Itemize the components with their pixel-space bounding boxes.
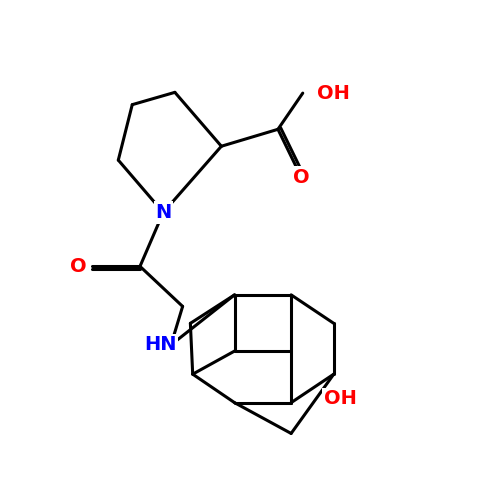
- Text: OH: OH: [324, 390, 356, 408]
- Text: HN: HN: [144, 336, 176, 354]
- Text: OH: OH: [316, 84, 350, 102]
- Text: N: N: [155, 203, 172, 222]
- Text: O: O: [293, 168, 310, 186]
- Text: O: O: [70, 257, 86, 276]
